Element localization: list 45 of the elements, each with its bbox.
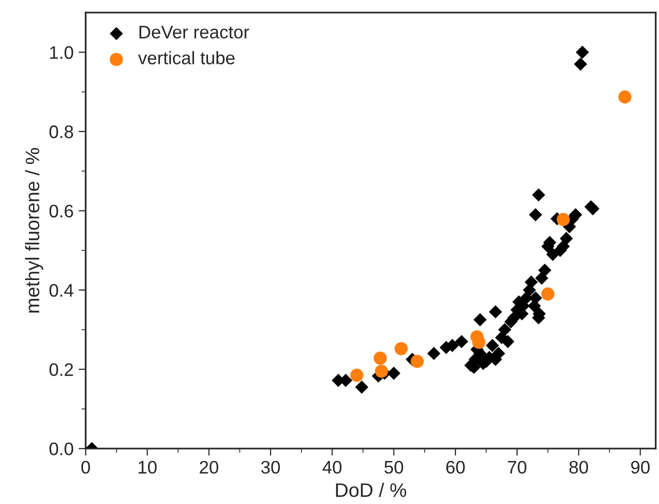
point <box>560 232 573 246</box>
point <box>498 323 512 336</box>
x-tick-label: 40 <box>322 460 342 474</box>
y-tick-label: 0.6 <box>49 204 74 218</box>
y-tick-label: 0.8 <box>49 125 74 138</box>
legend-label: DeVer reactor <box>140 26 250 38</box>
point <box>488 305 502 318</box>
y-axis-title: methyl fluorene / % <box>25 148 44 312</box>
point <box>524 276 538 289</box>
x-tick-label: 80 <box>569 460 588 474</box>
x-tick-label: 60 <box>446 460 465 474</box>
point <box>472 336 486 349</box>
y-tick-label: 0.2 <box>49 363 73 376</box>
x-tick-label: 0 <box>81 460 90 474</box>
point <box>454 334 468 348</box>
point <box>538 264 552 277</box>
x-tick-label: 20 <box>200 460 218 474</box>
x-tick-label: 30 <box>261 460 280 474</box>
y-tick-label: 0.4 <box>49 284 74 297</box>
point <box>618 90 632 104</box>
x-tick-label: 10 <box>138 460 157 474</box>
point <box>374 352 387 365</box>
point <box>574 58 588 71</box>
point <box>473 313 487 326</box>
point <box>501 334 514 348</box>
point <box>410 354 424 368</box>
x-axis-title: DoD / % <box>336 482 406 498</box>
point <box>350 368 364 382</box>
point <box>576 46 589 59</box>
y-tick-label: 0.0 <box>49 442 74 456</box>
point <box>541 287 554 301</box>
x-tick-label: 50 <box>384 460 404 474</box>
y-tick-label: 1.0 <box>50 46 74 59</box>
point <box>427 346 440 360</box>
point <box>355 380 368 394</box>
point <box>394 342 408 356</box>
point <box>528 208 542 222</box>
point <box>374 364 388 378</box>
point <box>486 338 499 352</box>
x-tick-label: 90 <box>631 460 650 474</box>
point <box>532 188 546 202</box>
point <box>556 212 570 226</box>
legend-label: vertical tube <box>138 51 235 64</box>
point <box>387 366 400 380</box>
x-tick-label: 70 <box>508 460 526 474</box>
